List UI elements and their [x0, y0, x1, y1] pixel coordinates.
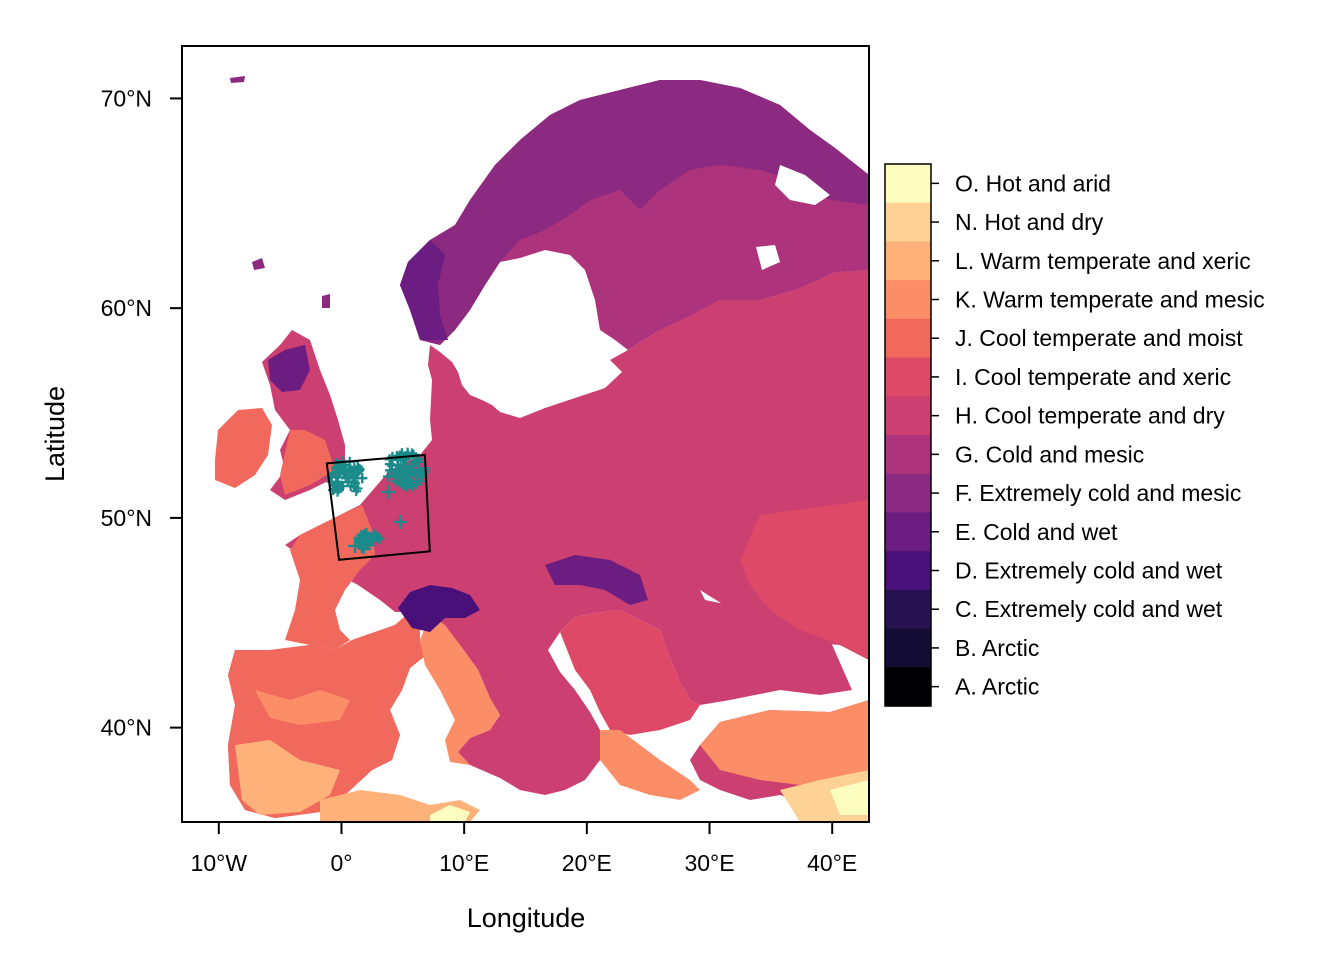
occurrence-marker: [415, 472, 426, 483]
legend-label: H. Cool temperate and dry: [955, 403, 1225, 429]
x-axis-title: Longitude: [467, 903, 586, 933]
legend-label: L. Warm temperate and xeric: [955, 248, 1251, 274]
legend-swatch: [885, 512, 931, 552]
occurrence-marker: [393, 515, 407, 529]
legend-label: N. Hot and dry: [955, 209, 1104, 235]
occurrence-marker: [403, 449, 414, 460]
legend-label: C. Extremely cold and wet: [955, 596, 1223, 622]
legend-label: G. Cold and mesic: [955, 441, 1144, 467]
carpathians: [545, 555, 648, 605]
occurrence-marker: [348, 539, 362, 553]
finland-karelia: [635, 165, 869, 330]
sahara-edge: [430, 805, 470, 822]
occurrence-marker: [381, 485, 395, 499]
occurrence-marker: [346, 467, 357, 478]
occurrence-marker: [394, 467, 405, 478]
france-west: [285, 505, 375, 650]
occurrence-marker: [351, 486, 362, 497]
climate-zones-land: [215, 76, 869, 822]
legend-swatch: [885, 551, 931, 591]
svalbard-fragment: [230, 76, 245, 83]
legend-swatch: [885, 589, 931, 630]
norway-coast: [400, 240, 448, 340]
alps: [398, 585, 480, 632]
y-axis: 40°N 50°N 60°N 70°N: [101, 85, 182, 741]
greece-turkey-west: [600, 730, 700, 800]
climate-legend: O. Hot and arid N. Hot and dry L. Warm tem…: [884, 163, 1265, 707]
occurrence-marker: [357, 473, 368, 484]
x-tick-label: 0°: [330, 850, 352, 876]
legend-label: O. Hot and arid: [955, 170, 1111, 196]
legend-frame: [884, 163, 932, 707]
x-tick-label: 40°E: [807, 850, 857, 876]
legend-label: I. Cool temperate and xeric: [955, 364, 1231, 390]
legend-label: F. Extremely cold and mesic: [955, 480, 1241, 506]
faroe-fragment: [252, 258, 265, 270]
x-tick-label: 30°E: [684, 850, 734, 876]
legend-swatch: [885, 473, 931, 514]
species-occurrences: [325, 447, 430, 555]
legend-swatch: [885, 435, 931, 475]
shetland-fragment: [322, 294, 330, 308]
map-frame: [181, 45, 870, 823]
occurrence-marker: [382, 471, 393, 482]
occurrence-marker: [386, 460, 397, 471]
occurrence-marker: [336, 464, 347, 475]
occurrence-marker: [352, 461, 363, 472]
legend-swatch: [885, 164, 931, 204]
legend-swatch: [885, 628, 931, 668]
occurrence-marker: [361, 536, 372, 547]
steppe-east: [740, 500, 869, 660]
occurrence-marker: [334, 482, 345, 493]
legend-label: D. Extremely cold and wet: [955, 558, 1223, 584]
legend-label: B. Arctic: [955, 635, 1039, 661]
x-tick-label: 20°E: [562, 850, 612, 876]
legend-label: J. Cool temperate and moist: [955, 325, 1243, 351]
legend-label: K. Warm temperate and mesic: [955, 287, 1265, 313]
lake-onega: [775, 165, 830, 205]
iberia-central: [255, 690, 350, 725]
legend-swatch: [885, 667, 931, 707]
occurrence-marker: [357, 542, 368, 553]
occurrence-marker: [391, 450, 402, 461]
y-tick-label: 60°N: [101, 295, 152, 321]
x-axis: 10°W 0° 10°E 20°E 30°E 40°E: [191, 822, 857, 876]
scandinavia-north: [400, 80, 869, 345]
italy: [420, 615, 500, 765]
legend-swatch: [885, 357, 931, 397]
lake-ladoga: [756, 245, 780, 270]
legend-swatch: [885, 202, 931, 243]
levant-arid: [830, 780, 869, 815]
legend-swatch: [885, 318, 931, 359]
x-tick-label: 10°E: [439, 850, 489, 876]
ireland: [215, 408, 272, 488]
y-tick-label: 40°N: [101, 715, 152, 741]
anatolia: [700, 700, 869, 785]
legend-label: E. Cold and wet: [955, 519, 1118, 545]
occurrence-marker: [401, 482, 412, 493]
occurrence-marker: [401, 465, 412, 476]
scotland-highlands: [268, 345, 310, 392]
y-tick-label: 50°N: [101, 505, 152, 531]
legend-label: A. Arctic: [955, 674, 1039, 700]
study-area-outline: [325, 453, 431, 561]
occurrence-marker: [349, 481, 360, 492]
england-south: [280, 430, 335, 495]
map-panel: [182, 46, 869, 822]
legend-swatch: [885, 280, 931, 320]
legend-swatch: [885, 241, 931, 281]
occurrence-marker: [340, 473, 351, 484]
y-tick-label: 70°N: [101, 85, 152, 111]
x-tick-label: 10°W: [191, 850, 248, 876]
y-axis-title: Latitude: [40, 386, 70, 482]
iberia-south: [235, 740, 340, 815]
legend-swatch: [885, 396, 931, 436]
occurrence-marker: [358, 544, 369, 555]
balkans-east: [560, 610, 700, 735]
